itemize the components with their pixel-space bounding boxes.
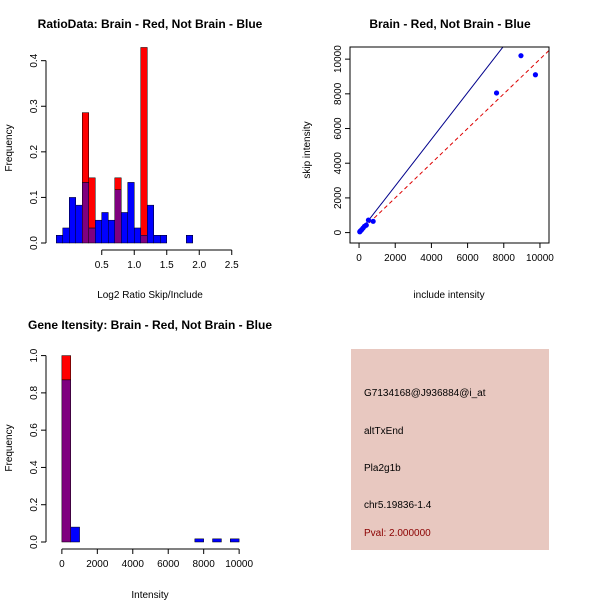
scatter-line-fit (358, 47, 504, 233)
gene-intensity-title: Gene Itensity: Brain - Red, Not Brain - … (28, 318, 272, 332)
gene-intensity-x-tick-label: 2000 (86, 559, 109, 570)
scatter-point (532, 72, 539, 78)
info-probe-id: G7134168@J936884@i_at (364, 388, 486, 399)
gene-intensity-panel: Gene Itensity: Brain - Red, Not Brain - … (4, 318, 272, 600)
intensity-scatter-xlabel: include intensity (413, 290, 484, 301)
ratio-histogram-x-tick-label: 2.0 (192, 260, 206, 271)
ratio-histogram-x-tick-label: 0.5 (95, 260, 109, 271)
intensity-scatter-y-tick-label: 2000 (333, 186, 344, 209)
gene-intensity-y-tick-label: 0.0 (29, 535, 40, 549)
gene-intensity-ylabel: Frequency (4, 424, 15, 471)
gene-intensity-xlabel: Intensity (131, 590, 168, 600)
gene-intensity-y-tick-label: 0.8 (29, 385, 40, 399)
ratio-histogram-bar-not-brain (186, 235, 193, 244)
ratio-histogram-axes: 0.5 1.0 1.5 2.0 2.5 0.0 0.1 0.2 0.3 0.4 (29, 53, 239, 271)
gene-intensity-y-tick-label: 1.0 (29, 348, 40, 362)
ratio-histogram-y-tick-label: 0.1 (29, 190, 40, 204)
ratio-histogram-bar-brain (114, 177, 122, 190)
info-pval: Pval: 2.000000 (364, 528, 431, 539)
intensity-scatter-y-tick-label: 0 (333, 229, 344, 235)
ratio-histogram-bar-overlap (114, 189, 122, 244)
ratio-histogram-y-tick-label: 0.4 (29, 53, 40, 67)
ratio-histogram-x-tick-label: 2.5 (225, 260, 239, 271)
ratio-histogram-bar-not-brain (160, 235, 167, 244)
gene-intensity-x-tick-label: 6000 (157, 559, 180, 570)
ratio-histogram-bars (56, 47, 193, 244)
intensity-scatter-y-tick-label: 10000 (333, 45, 344, 73)
scatter-point (370, 218, 376, 224)
ratio-histogram-title: RatioData: Brain - Red, Not Brain - Blue (38, 17, 263, 31)
gene-intensity-x-tick-label: 0 (59, 559, 65, 570)
ratio-histogram-bar-brain (88, 177, 96, 229)
gene-intensity-x-tick-label: 8000 (193, 559, 216, 570)
ratio-histogram-bar-brain (82, 112, 89, 183)
intensity-scatter-x-tick-label: 0 (356, 253, 362, 264)
intensity-scatter-y-tick-label: 6000 (333, 117, 344, 140)
gene-intensity-x-tick-label: 10000 (225, 559, 253, 570)
gene-intensity-bar-overlap (61, 379, 71, 543)
gene-intensity-bar-not-brain (230, 538, 240, 543)
ratio-histogram-bar-not-brain (121, 212, 128, 244)
ratio-histogram-y-tick-label: 0.2 (29, 144, 40, 158)
scatter-line-diagonal (358, 50, 549, 233)
gene-intensity-bar-not-brain (70, 526, 80, 543)
ratio-histogram-bar-not-brain (134, 227, 141, 244)
ratio-histogram-bar-not-brain (69, 197, 76, 244)
info-panel-background (351, 349, 549, 550)
scatter-point (518, 53, 524, 59)
intensity-scatter-ylabel: skip intensity (302, 121, 313, 178)
intensity-scatter-x-tick-label: 6000 (456, 253, 479, 264)
ratio-histogram-bar-not-brain (153, 235, 161, 244)
gene-intensity-y-tick-label: 0.6 (29, 423, 40, 437)
intensity-scatter-x-tick-label: 4000 (420, 253, 443, 264)
ratio-histogram-x-tick-label: 1.5 (160, 260, 174, 271)
ratio-histogram-ylabel: Frequency (4, 124, 15, 171)
intensity-scatter-lines (358, 47, 549, 233)
gene-intensity-bars (61, 355, 240, 543)
gene-intensity-y-tick-label: 0.4 (29, 460, 40, 474)
ratio-histogram-panel: RatioData: Brain - Red, Not Brain - Blue… (4, 17, 263, 301)
ratio-histogram-y-tick-label: 0.0 (29, 236, 40, 250)
scatter-point (357, 229, 363, 235)
ratio-histogram-xlabel: Log2 Ratio Skip/Include (97, 290, 203, 301)
info-location: chr5.19836-1.4 (364, 500, 432, 511)
gene-intensity-x-tick-label: 4000 (122, 559, 145, 570)
intensity-scatter-y-tick-label: 8000 (333, 82, 344, 105)
gene-intensity-bar-brain (61, 355, 71, 381)
ratio-histogram-bar-overlap (140, 235, 148, 244)
scatter-point (493, 90, 500, 96)
ratio-histogram-bar-brain (140, 47, 148, 236)
intensity-scatter-x-tick-label: 10000 (526, 253, 554, 264)
gene-intensity-y-tick-label: 0.2 (29, 497, 40, 511)
ratio-histogram-bar-not-brain (147, 204, 154, 244)
ratio-histogram-bar-not-brain (127, 182, 135, 244)
intensity-scatter-y-tick-label: 4000 (333, 152, 344, 175)
ratio-histogram-bar-not-brain (56, 235, 63, 244)
ratio-histogram-bar-not-brain (75, 204, 83, 244)
scatter-point (365, 217, 372, 223)
intensity-scatter-title: Brain - Red, Not Brain - Blue (369, 17, 531, 31)
info-gene: Pla2g1b (364, 463, 401, 474)
ratio-histogram-bar-not-brain (62, 227, 70, 244)
ratio-histogram-bar-not-brain (108, 219, 115, 244)
ratio-histogram-x-tick-label: 1.0 (127, 260, 141, 271)
gene-intensity-bar-not-brain (194, 538, 204, 543)
intensity-scatter-axes: 0 2000 4000 6000 8000 10000 0 2000 4000 6000 8000 1… (333, 45, 554, 264)
intensity-scatter-points (357, 53, 539, 235)
info-event-type: altTxEnd (364, 426, 403, 437)
ratio-histogram-bar-overlap (88, 227, 96, 244)
ratio-histogram-bar-not-brain (101, 212, 109, 244)
ratio-histogram-y-tick-label: 0.3 (29, 99, 40, 113)
gene-intensity-axes: 0 2000 4000 6000 8000 10000 0.0 0.2 0.4 0.6 0.8 1.0 (29, 348, 253, 570)
info-panel: G7134168@J936884@i_at altTxEnd Pla2g1b c… (351, 349, 549, 550)
gene-intensity-bar-not-brain (212, 538, 222, 543)
ratio-histogram-bar-not-brain (95, 219, 102, 244)
ratio-histogram-bar-overlap (82, 182, 89, 244)
intensity-scatter-x-tick-label: 8000 (493, 253, 516, 264)
intensity-scatter-panel: Brain - Red, Not Brain - Blue 0 2000 4000 6… (302, 17, 554, 301)
intensity-scatter-x-tick-label: 2000 (384, 253, 407, 264)
intensity-scatter-plot-box (349, 46, 550, 244)
